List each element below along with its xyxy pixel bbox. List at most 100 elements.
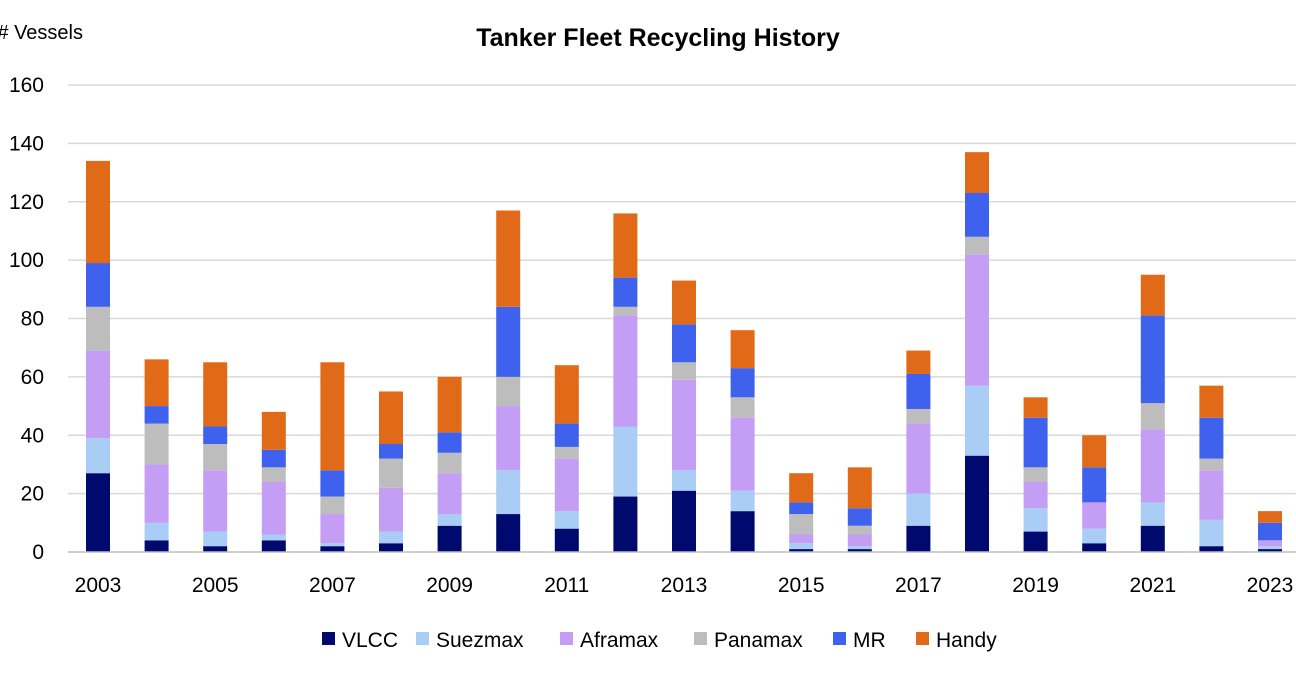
bar-panamax-2006 [261, 467, 286, 482]
bar-mr-2006 [261, 449, 286, 468]
bar-vlcc-2017 [906, 525, 931, 552]
bar-vlcc-2016 [847, 549, 872, 552]
bar-vlcc-2008 [379, 543, 403, 552]
bar-suezmax-2005 [203, 531, 228, 547]
legend-swatch-suezmax [416, 632, 429, 645]
bar-handy-2008 [379, 391, 403, 445]
legend-swatch-mr [833, 632, 846, 645]
bar-panamax-2016 [847, 525, 872, 535]
bar-panamax-2021 [1140, 403, 1165, 430]
bar-handy-2023 [1258, 511, 1282, 523]
bar-mr-2020 [1082, 467, 1107, 503]
bar-aframax-2009 [437, 473, 462, 515]
x-tick-label-2015: 2015 [778, 574, 825, 597]
bar-panamax-2018 [965, 236, 989, 255]
bar-aframax-2020 [1082, 502, 1107, 529]
bar-handy-2014 [730, 330, 755, 369]
y-tick-label-60: 60 [21, 366, 44, 389]
bar-panamax-2019 [1023, 467, 1048, 482]
bar-mr-2010 [496, 306, 521, 377]
bar-aframax-2017 [906, 423, 931, 494]
bar-aframax-2005 [203, 470, 228, 532]
bar-mr-2015 [789, 502, 814, 515]
bar-suezmax-2020 [1082, 528, 1107, 544]
bar-aframax-2015 [789, 534, 814, 544]
x-tick-label-2017: 2017 [895, 574, 942, 597]
bar-mr-2004 [144, 406, 169, 424]
bar-vlcc-2013 [672, 490, 696, 552]
bar-mr-2018 [965, 192, 989, 237]
legend-swatch-aframax [560, 632, 573, 645]
bar-suezmax-2009 [437, 514, 462, 526]
bar-handy-2019 [1023, 397, 1048, 418]
legend: VLCC Suezmax Aframax Panamax MR Handy [322, 629, 997, 652]
bar-handy-2003 [86, 160, 110, 264]
x-tick-label-2005: 2005 [192, 574, 239, 597]
bar-mr-2009 [437, 432, 462, 453]
bar-aframax-2018 [965, 254, 989, 386]
x-tick-label-2019: 2019 [1012, 574, 1059, 597]
bar-panamax-2003 [86, 306, 110, 351]
x-tick-label-2007: 2007 [309, 574, 356, 597]
bar-handy-2007 [320, 362, 345, 471]
bar-aframax-2006 [261, 481, 286, 535]
bar-mr-2023 [1258, 522, 1282, 541]
bar-mr-2014 [730, 368, 755, 398]
y-tick-labels: 0 20 40 60 80 100 120 140 160 [9, 74, 44, 564]
bar-mr-2012 [613, 277, 638, 307]
bar-mr-2021 [1140, 315, 1165, 404]
bar-suezmax-2012 [613, 426, 638, 497]
x-tick-label-2003: 2003 [75, 574, 122, 597]
bar-vlcc-2019 [1023, 531, 1048, 552]
bar-suezmax-2011 [554, 511, 579, 529]
y-tick-label-80: 80 [21, 308, 44, 331]
bar-suezmax-2023 [1258, 546, 1282, 550]
legend-swatch-panamax [694, 632, 707, 645]
bar-vlcc-2022 [1199, 546, 1224, 552]
legend-swatch-vlcc [322, 632, 335, 645]
legend-label-suezmax: Suezmax [436, 629, 524, 652]
legend-label-aframax: Aframax [580, 629, 659, 652]
bar-aframax-2016 [847, 534, 872, 547]
bar-suezmax-2017 [906, 493, 931, 526]
bar-mr-2008 [379, 444, 403, 459]
bar-vlcc-2015 [789, 549, 814, 552]
bar-handy-2009 [437, 376, 462, 433]
x-tick-label-2013: 2013 [661, 574, 708, 597]
x-tick-label-2023: 2023 [1247, 574, 1294, 597]
y-tick-label-140: 140 [9, 132, 44, 155]
bar-handy-2021 [1140, 274, 1165, 316]
bar-handy-2017 [906, 350, 931, 374]
legend-swatch-handy [916, 632, 929, 645]
bar-mr-2022 [1199, 417, 1224, 459]
y-axis-label: # Vessels [0, 22, 83, 44]
bar-mr-2007 [320, 470, 345, 497]
bar-vlcc-2007 [320, 546, 345, 552]
chart-title: Tanker Fleet Recycling History [476, 24, 840, 52]
bar-panamax-2022 [1199, 458, 1224, 471]
bar-aframax-2011 [554, 458, 579, 512]
y-tick-label-100: 100 [9, 249, 44, 272]
bar-aframax-2003 [86, 350, 110, 439]
bar-panamax-2009 [437, 452, 462, 474]
bar-vlcc-2004 [144, 540, 169, 552]
bar-panamax-2015 [789, 514, 814, 535]
bar-handy-2011 [554, 365, 579, 424]
bar-mr-2011 [554, 423, 579, 447]
bar-aframax-2021 [1140, 429, 1165, 503]
y-tick-label-40: 40 [21, 424, 44, 447]
bar-suezmax-2008 [379, 531, 403, 544]
bar-handy-2006 [261, 411, 286, 450]
bar-vlcc-2009 [437, 525, 462, 552]
bar-panamax-2007 [320, 496, 345, 515]
bar-panamax-2012 [613, 306, 638, 316]
bar-handy-2020 [1082, 435, 1107, 468]
bar-mr-2019 [1023, 417, 1048, 468]
y-tick-label-120: 120 [9, 191, 44, 214]
bar-panamax-2013 [672, 362, 696, 380]
bar-aframax-2022 [1199, 470, 1224, 520]
bar-suezmax-2016 [847, 546, 872, 550]
bar-panamax-2011 [554, 446, 579, 459]
bar-suezmax-2015 [789, 543, 814, 550]
bar-handy-2010 [496, 210, 521, 307]
